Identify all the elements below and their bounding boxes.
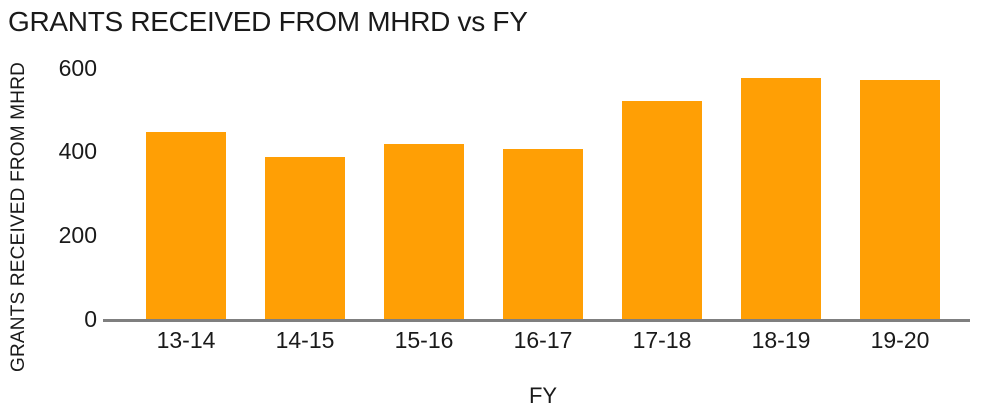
x-tick-label: 19-20: [870, 327, 930, 353]
x-tick-label: 18-19: [751, 327, 811, 353]
y-tick-label: 200: [58, 221, 97, 248]
x-tick-label: 13-14: [156, 327, 216, 353]
bar-16-17: [503, 148, 583, 320]
y-tick-label: 0: [84, 305, 97, 332]
bar-18-19: [741, 77, 821, 320]
y-tick-label: 600: [58, 54, 97, 81]
x-tick-label: 14-15: [275, 327, 335, 353]
bar-15-16: [384, 144, 464, 320]
x-tick-label: 15-16: [394, 327, 454, 353]
x-axis-title: FY: [528, 383, 558, 408]
bar-17-18: [622, 100, 702, 320]
x-tick-label: 16-17: [513, 327, 573, 353]
bar-14-15: [265, 156, 345, 320]
bar-13-14: [146, 131, 226, 320]
x-tick-label: 17-18: [632, 327, 692, 353]
x-axis-line: [103, 319, 970, 322]
chart-title: GRANTS RECEIVED FROM MHRD vs FY: [8, 6, 528, 37]
bar-19-20: [860, 79, 940, 320]
y-tick-label: 400: [58, 138, 97, 165]
